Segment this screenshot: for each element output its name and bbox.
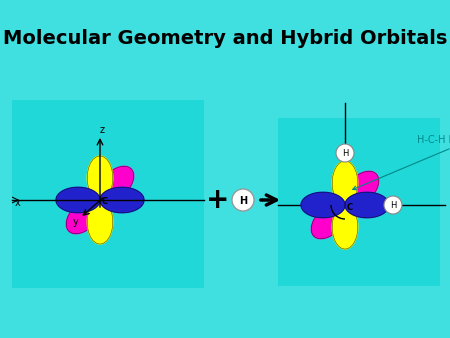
Polygon shape (97, 166, 134, 202)
Text: H: H (239, 196, 247, 206)
Polygon shape (56, 187, 100, 213)
Text: x: x (15, 198, 21, 208)
Polygon shape (345, 192, 389, 218)
Polygon shape (342, 171, 379, 208)
Polygon shape (87, 200, 113, 244)
Text: z: z (99, 125, 104, 135)
Circle shape (336, 144, 354, 162)
FancyBboxPatch shape (12, 100, 204, 288)
Text: C: C (102, 197, 108, 207)
Circle shape (384, 196, 402, 214)
Polygon shape (332, 205, 358, 249)
Polygon shape (100, 187, 144, 213)
Text: y: y (73, 217, 79, 227)
Polygon shape (87, 156, 113, 200)
Polygon shape (66, 197, 103, 234)
FancyBboxPatch shape (278, 118, 440, 286)
Text: H: H (342, 149, 348, 159)
Polygon shape (301, 192, 345, 218)
Text: +: + (206, 186, 230, 214)
Text: C: C (347, 202, 353, 212)
Polygon shape (332, 161, 358, 205)
Text: Molecular Geometry and Hybrid Orbitals: Molecular Geometry and Hybrid Orbitals (3, 28, 447, 48)
Text: H-C-H bond angle 90°: H-C-H bond angle 90° (353, 135, 450, 190)
Polygon shape (311, 202, 347, 239)
Circle shape (232, 189, 254, 211)
Text: H: H (390, 201, 396, 211)
